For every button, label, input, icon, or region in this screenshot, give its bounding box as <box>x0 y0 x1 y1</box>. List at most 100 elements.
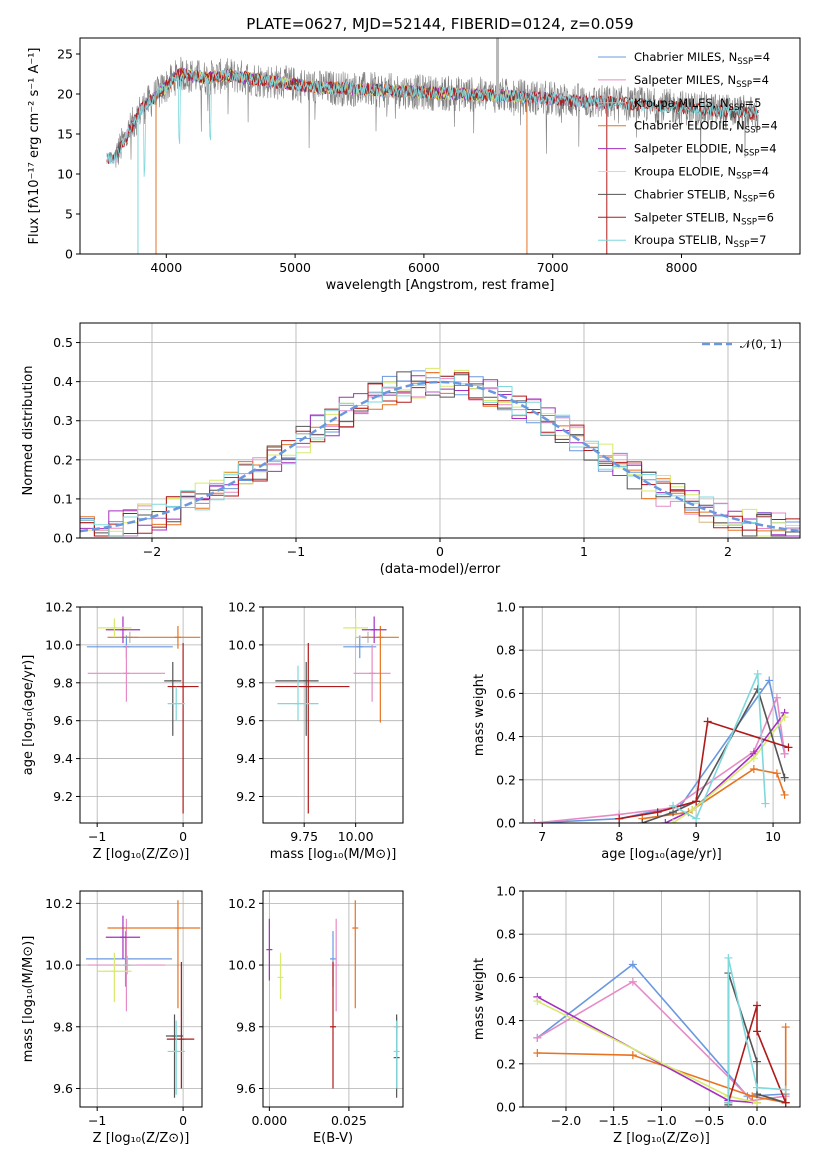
legend-label-suffix: =4 <box>761 119 778 133</box>
age-vs-mass-point-salpeter-stelib <box>275 643 350 814</box>
massweight-vs-z-marker-kroupa-stelib <box>724 1098 733 1107</box>
legend-label-salpeter-miles: Salpeter MILES, NSSP=4 <box>634 73 769 90</box>
massweight-vs-age-xlabel: age [log₁₀(age/yr)] <box>601 847 722 862</box>
massweight-vs-z-xtick-label: −2.0 <box>551 1113 581 1128</box>
halpha-emission-mark <box>496 38 500 94</box>
age-vs-mass-ytick-label: 9.8 <box>236 675 256 690</box>
legend-label-chabrier-elodie: Chabrier ELODIE, NSSP=4 <box>634 119 778 136</box>
mass-vs-z-xlabel: Z [log₁₀(Z/Z⊙)] <box>93 1131 190 1146</box>
massweight-vs-z-marker-chabrier-elodie <box>533 1049 542 1057</box>
age-vs-mass-point-chabrier-miles <box>343 635 377 659</box>
legend-label-suffix: =5 <box>744 96 761 110</box>
ebv-strip-point-salpeter-elodie <box>266 918 273 981</box>
spectrum-ytick-label: 15 <box>57 127 73 142</box>
legend-label-kroupa-stelib: Kroupa STELIB, NSSP=7 <box>634 233 766 250</box>
age-vs-mass-point-kroupa-elodie <box>343 618 368 638</box>
age-vs-z-ytick-label: 10.0 <box>45 637 73 652</box>
ebv-strip-xlabel: E(B-V) <box>313 1131 353 1146</box>
massweight-vs-age-marker-salpeter-stelib <box>784 743 793 752</box>
massweight-vs-z-marker-chabrier-elodie <box>628 1051 637 1060</box>
massweight-vs-z-marker-salpeter-stelib <box>753 1027 762 1036</box>
legend-label-sub: SSP <box>742 194 758 204</box>
residual-hist-ylabel: Normed distribution <box>21 366 36 496</box>
ebv-strip-ytick-label: 9.8 <box>236 1019 256 1034</box>
mass-vs-z-point-salpeter-stelib <box>166 961 195 1089</box>
residual-hist-ytick-label: 0.3 <box>53 413 73 428</box>
massweight-vs-age-marker-kroupa-stelib <box>692 814 701 823</box>
legend-label-text: Chabrier ELODIE, N <box>634 119 745 133</box>
residual-hist-xtick-label: 1 <box>580 544 588 559</box>
massweight-vs-age-marker-chabrier-stelib <box>638 819 647 823</box>
legend-label-sub: SSP <box>744 149 760 159</box>
ebv-strip-ytick-label: 9.6 <box>236 1081 256 1096</box>
massweight-vs-age-ylabel: mass weight <box>472 674 487 756</box>
mass-vs-z-ytick-label: 9.6 <box>53 1081 73 1096</box>
massweight-vs-z-marker-kroupa-elodie <box>753 1098 762 1107</box>
legend-label-salpeter-stelib: Salpeter STELIB, NSSP=6 <box>634 210 774 227</box>
age-vs-z-point-kroupa-elodie <box>97 618 132 638</box>
massweight-vs-z-xtick-label: −0.5 <box>694 1113 724 1128</box>
legend-label-suffix: =4 <box>760 142 777 156</box>
normal-curve-line <box>80 380 800 533</box>
massweight-vs-age-line-kroupa-elodie <box>672 716 786 823</box>
massweight-vs-age-ytick-label: 0.2 <box>496 772 516 787</box>
spectrum-xtick-label: 8000 <box>666 260 698 275</box>
massweight-vs-z-marker-kroupa-stelib <box>724 953 733 962</box>
massweight-vs-age-marker-kroupa-stelib <box>669 801 678 810</box>
massweight-vs-z-xtick-label: −1.0 <box>646 1113 676 1128</box>
legend-label-text: Kroupa MILES, N <box>634 96 729 110</box>
massweight-vs-z-marker-kroupa-elodie <box>533 997 542 1006</box>
legend-label-sub: SSP <box>729 103 745 113</box>
massweight-vs-age-lines <box>530 669 793 823</box>
legend-label-kroupa-miles: Kroupa MILES, NSSP=5 <box>634 96 761 113</box>
age-vs-z-point-salpeter-stelib <box>167 643 199 814</box>
massweight-vs-z-ytick-label: 0.8 <box>496 927 516 942</box>
legend-label-suffix: =4 <box>753 50 770 64</box>
ebv-strip-xtick-label: 0.025 <box>331 1113 367 1128</box>
mass-vs-z-points <box>86 900 201 1098</box>
massweight-vs-z-marker-chabrier-miles <box>628 960 637 969</box>
legend-label-sub: SSP <box>736 172 752 182</box>
massweight-vs-age-ytick-label: 1.0 <box>496 600 516 615</box>
age-vs-mass-ytick-label: 9.4 <box>236 751 256 766</box>
spectrum-xlabel: wavelength [Angstrom, rest frame] <box>326 278 555 293</box>
massweight-vs-age-marker-salpeter-elodie <box>661 819 670 823</box>
massweight-vs-age-line-kroupa-stelib <box>672 673 767 820</box>
massweight-vs-z-frame <box>522 890 801 1108</box>
spectrum-xtick-label: 7000 <box>537 260 569 275</box>
massweight-vs-age-marker-salpeter-miles <box>530 819 539 823</box>
residual-hist-xtick-label: −1 <box>287 544 305 559</box>
legend-label-sub: SSP <box>734 240 750 250</box>
legend-label-chabrier-stelib: Chabrier STELIB, NSSP=6 <box>634 187 775 204</box>
age-vs-mass-xlabel: mass [log₁₀(M/M⊙)] <box>270 847 397 862</box>
massweight-vs-age-marker-salpeter-miles <box>772 693 781 702</box>
massweight-vs-z-marker-salpeter-miles <box>628 977 637 986</box>
residual-hist-ytick-label: 0.2 <box>53 452 73 467</box>
legend-label-kroupa-elodie: Kroupa ELODIE, NSSP=4 <box>634 165 769 182</box>
age-vs-z-ylabel: age [log₁₀(age/yr)] <box>21 655 36 776</box>
residual-hist-xtick-label: 2 <box>724 544 732 559</box>
massweight-vs-age-marker-kroupa-stelib <box>753 669 762 678</box>
age-vs-mass-ytick-label: 9.2 <box>236 789 256 804</box>
spectrum-ytick-label: 20 <box>57 87 73 102</box>
massweight-vs-age-marker-chabrier-elodie <box>772 769 781 778</box>
mass-vs-z-xtick-label: −1 <box>88 1113 106 1128</box>
legend-normal-label: 𝒩(0, 1) <box>740 337 782 351</box>
massweight-vs-age-marker-salpeter-miles <box>780 749 789 758</box>
mass-vs-z-ytick-label: 10.0 <box>45 958 73 973</box>
age-vs-z-xtick-label: −1 <box>88 829 106 844</box>
ebv-strip-frame <box>262 890 404 1108</box>
legend-label-text: Kroupa STELIB, N <box>634 233 734 247</box>
mass-vs-z-point-kroupa-stelib <box>167 1020 185 1095</box>
age-vs-z-ytick-label: 9.6 <box>53 713 73 728</box>
age-vs-mass-point-salpeter-miles <box>353 644 391 702</box>
legend-label-text: Salpeter ELODIE, N <box>634 142 744 156</box>
massweight-vs-z-ytick-label: 0.6 <box>496 970 516 985</box>
mass-vs-z-point-kroupa-elodie <box>97 952 132 1003</box>
spectrum-title: PLATE=0627, MJD=52144, FIBERID=0124, z=0… <box>246 15 633 33</box>
residual-hist-ytick-label: 0.5 <box>53 335 73 350</box>
mass-vs-z-ytick-label: 9.8 <box>53 1019 73 1034</box>
age-vs-mass-xtick-label: 10.00 <box>338 829 374 844</box>
legend-label-text: Chabrier STELIB, N <box>634 187 742 201</box>
